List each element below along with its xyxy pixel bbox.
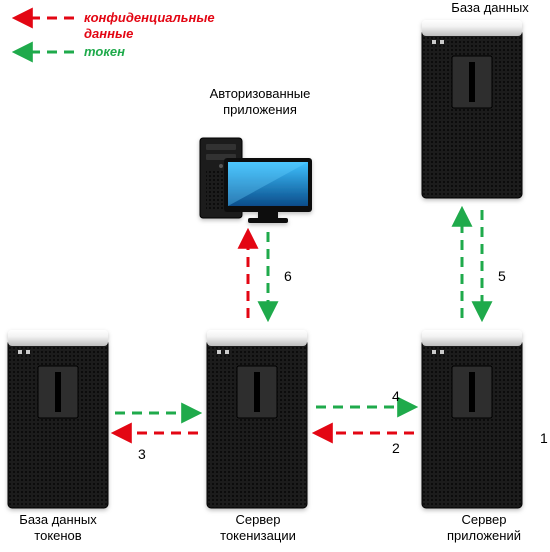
server-token-db xyxy=(8,330,108,508)
step-1: 1 xyxy=(540,430,548,446)
step-4: 4 xyxy=(392,388,400,404)
label-token-server: Сервер токенизации xyxy=(200,512,316,543)
legend-token-label: токен xyxy=(84,44,125,60)
label-app-server: Сервер приложений xyxy=(426,512,542,543)
label-auth-apps: Авторизованные приложения xyxy=(190,86,330,117)
label-database: База данных xyxy=(440,0,540,16)
server-application xyxy=(422,330,522,508)
step-5: 5 xyxy=(498,268,506,284)
diagram-canvas xyxy=(0,0,550,552)
legend-confidential-label: конфиденциальные данные xyxy=(84,10,254,41)
step-2: 2 xyxy=(392,440,400,456)
server-database xyxy=(422,20,522,198)
step-6: 6 xyxy=(284,268,292,284)
label-token-db: База данных токенов xyxy=(0,512,116,543)
server-tokenization xyxy=(207,330,307,508)
authorized-apps-pc xyxy=(200,138,312,223)
step-3: 3 xyxy=(138,446,146,462)
